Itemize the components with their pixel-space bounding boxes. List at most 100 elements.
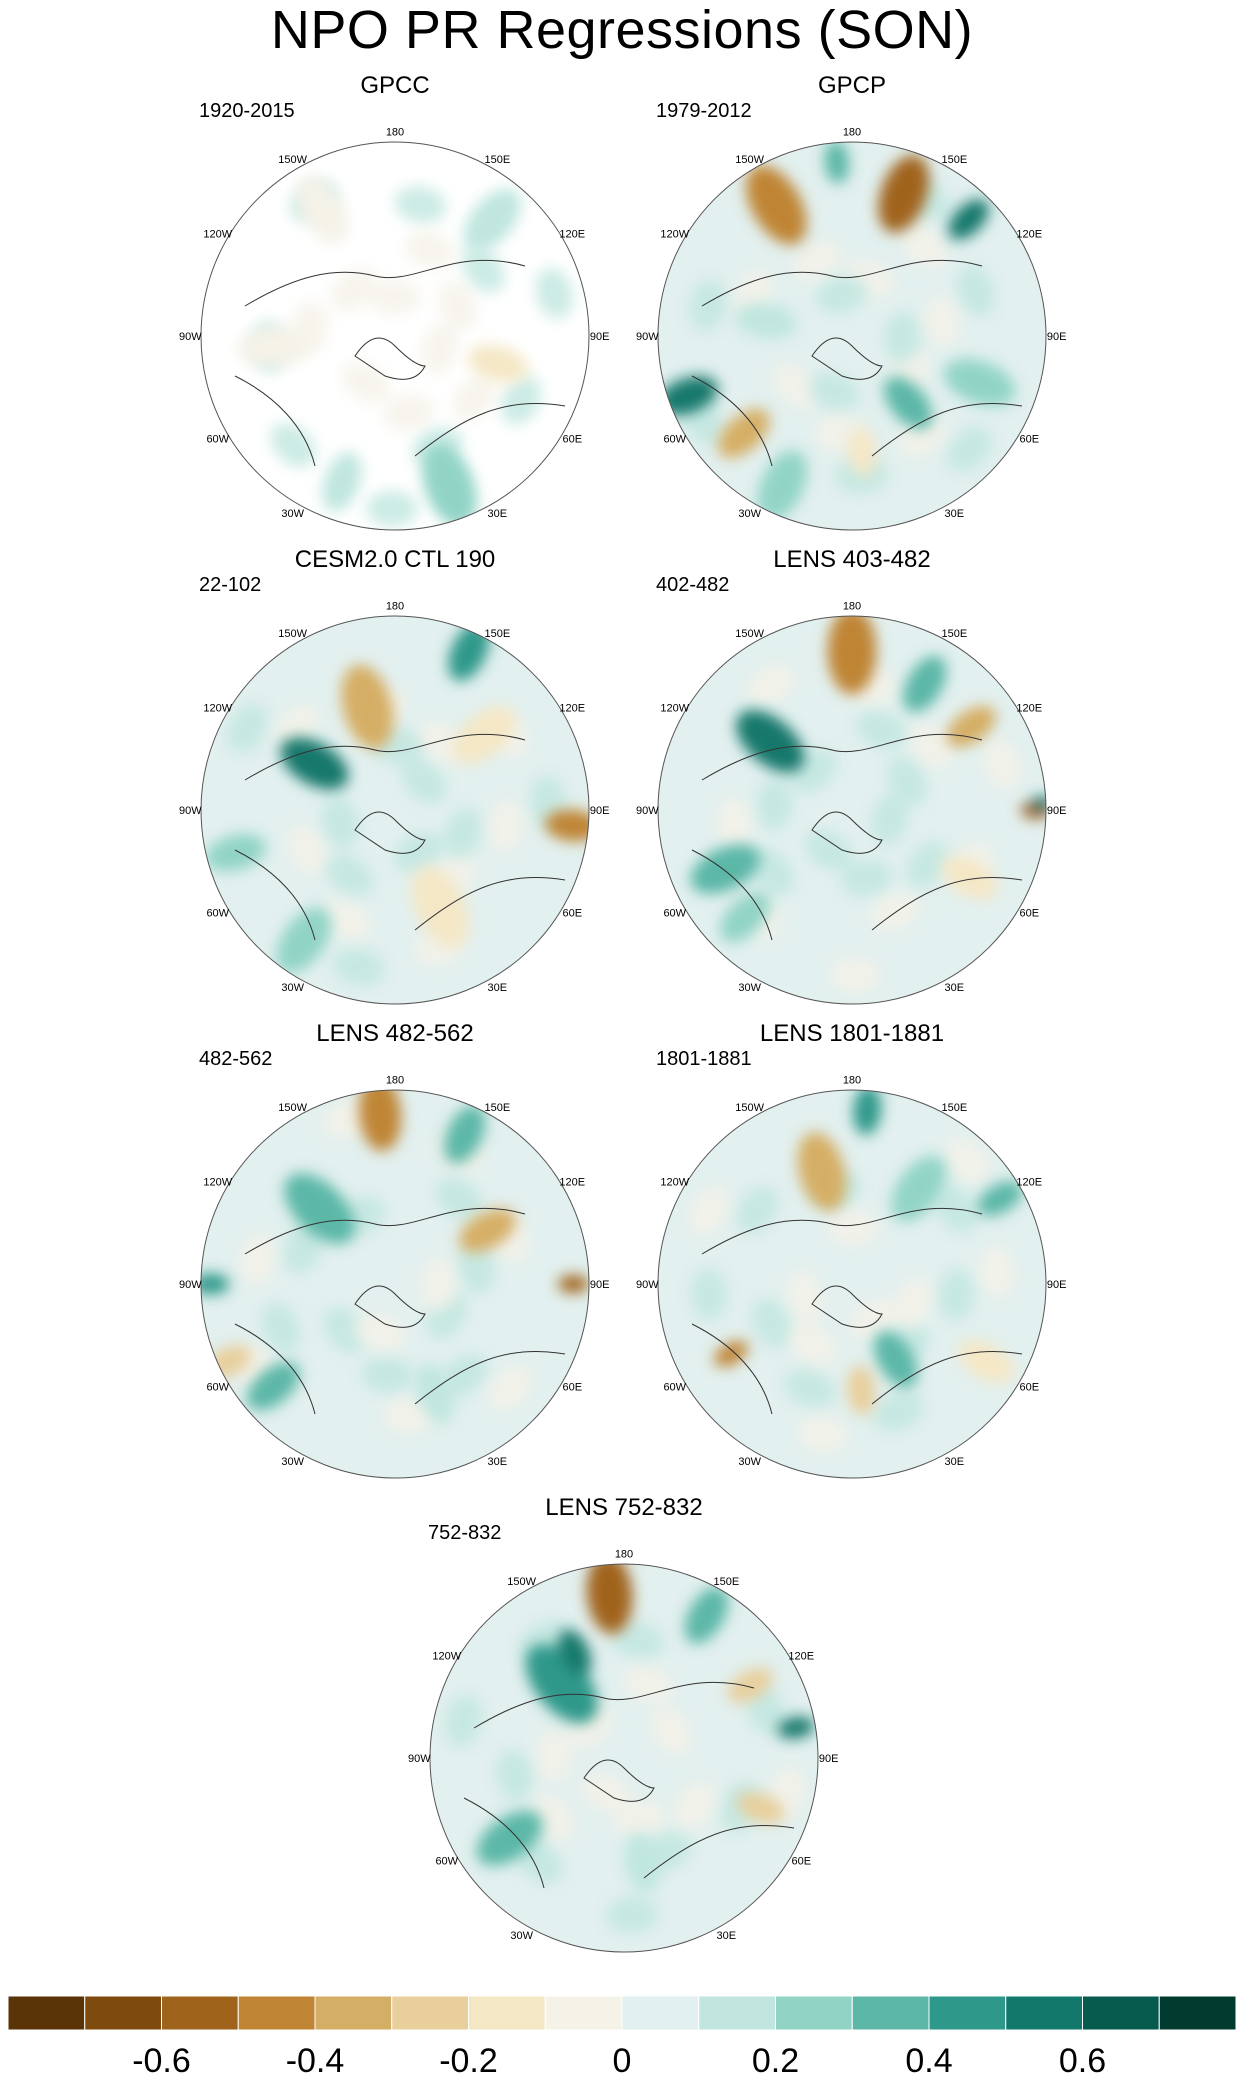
regression-anomaly <box>977 1181 1023 1216</box>
regression-anomaly <box>684 1586 729 1644</box>
longitude-label: 90E <box>1047 805 1067 817</box>
regression-anomaly <box>718 408 770 458</box>
coastline <box>234 259 566 467</box>
anomaly-patch <box>689 279 727 332</box>
longitude-label: 60W <box>206 907 229 919</box>
anomaly-patch <box>536 1729 573 1782</box>
longitude-label: 30W <box>510 1930 533 1942</box>
anomaly-patch <box>453 374 496 422</box>
colorbar-swatch <box>84 1996 162 2031</box>
panel-period: 1979-2012 <box>656 100 752 122</box>
longitude-label: 120E <box>559 229 585 241</box>
regression-anomaly <box>463 188 522 252</box>
longitude-label: 180 <box>386 126 404 138</box>
colorbar-swatch <box>775 1996 853 2031</box>
anomaly-patch <box>797 1416 849 1453</box>
anomaly-patch <box>816 276 868 314</box>
longitude-label: 30W <box>738 508 761 520</box>
anomaly-patch <box>394 832 443 873</box>
map-boundary <box>200 141 590 531</box>
regression-anomaly <box>276 907 332 974</box>
colorbar-tick-label: -0.4 <box>286 2042 345 2080</box>
anomaly-patch <box>944 1138 990 1183</box>
longitude-label: 150E <box>713 1576 739 1588</box>
anomaly-patch <box>938 1269 975 1321</box>
colorbar-tick-label: -0.6 <box>132 2042 191 2080</box>
anomaly-patch <box>227 703 268 753</box>
map-boundary <box>200 615 590 1005</box>
longitude-label: 90E <box>1047 1279 1067 1291</box>
longitude-label: 90W <box>408 1753 431 1765</box>
anomaly-patch <box>688 1186 729 1236</box>
panel-title: LENS 482-562 <box>316 1020 474 1047</box>
regression-anomaly <box>1029 796 1046 811</box>
anomaly-patch <box>462 246 505 293</box>
anomaly-patch <box>333 948 385 986</box>
anomaly-patch <box>786 1271 824 1323</box>
figure-title: NPO PR Regressions (SON) <box>270 0 974 60</box>
colorbar-svg: -0.6 -0.4 -0.2 0 0.2 0.4 0.6 <box>8 1996 1236 2080</box>
regression-anomaly <box>476 1810 543 1866</box>
longitude-label: 120W <box>203 1177 232 1189</box>
polar-map: 180150E120E90E60E30E030W60W90W120W150W <box>179 1074 609 1479</box>
longitude-label: 30E <box>945 508 965 520</box>
regression-anomaly <box>824 142 850 184</box>
anomaly-patch <box>622 1665 674 1704</box>
regression-anomaly <box>284 1173 355 1244</box>
anomaly-patch <box>900 225 948 269</box>
colorbar-swatch <box>8 1996 86 2031</box>
colorbar-swatch <box>237 1996 316 2031</box>
regression-anomaly <box>827 616 877 695</box>
longitude-label: 60E <box>562 1381 582 1393</box>
colorbar-tick-label: -0.2 <box>439 2042 498 2080</box>
anomaly-patch <box>983 738 1022 790</box>
anomaly-patch <box>886 756 927 806</box>
regression-anomaly <box>848 427 877 477</box>
regression-anomaly <box>246 1362 300 1411</box>
longitude-label: 60E <box>1019 907 1039 919</box>
regression-anomaly <box>452 706 516 765</box>
longitude-label: 90E <box>590 805 610 817</box>
longitude-label: 180 <box>386 1074 404 1086</box>
anomaly-patch <box>530 1794 575 1841</box>
anomaly-patch <box>323 1307 368 1353</box>
regression-anomaly <box>415 1363 455 1424</box>
longitude-label: 60W <box>663 1381 686 1393</box>
regression-anomaly <box>941 856 998 900</box>
regression-anomaly <box>853 1090 882 1135</box>
map-panel: 180150E120E90E60E30E030W60W90W120W150WLE… <box>404 1494 844 1954</box>
colorbar-swatch <box>1005 1996 1083 2031</box>
longitude-label: 150E <box>941 154 967 166</box>
anomaly-patch <box>804 830 853 871</box>
longitude-label: 120W <box>660 703 689 715</box>
regression-anomaly <box>719 891 771 943</box>
regression-anomaly <box>544 809 589 842</box>
anomaly-patch <box>286 824 326 875</box>
anomaly-patch <box>488 1365 533 1411</box>
anomaly-patch <box>355 1313 407 1352</box>
anomaly-patch <box>443 808 482 859</box>
longitude-label: 30E <box>488 1456 508 1468</box>
anomaly-patch <box>361 1356 414 1393</box>
anomaly-patch <box>321 797 359 849</box>
map-boundary <box>657 615 1047 1005</box>
panel-title: LENS 1801-1881 <box>759 1020 945 1047</box>
longitude-label: 60W <box>663 907 686 919</box>
map-panel: 180150E120E90E60E30E030W60W90W120W150WGP… <box>175 72 615 532</box>
map-boundary <box>200 1089 590 1479</box>
anomaly-patch <box>947 426 992 472</box>
longitude-label: 90W <box>179 331 202 343</box>
anomaly-patch <box>808 372 860 411</box>
colorbar: -0.6 -0.4 -0.2 0 0.2 0.4 0.6 <box>8 1996 1236 2082</box>
coastline <box>691 733 1023 941</box>
regression-anomaly <box>322 452 362 512</box>
longitude-label: 30W <box>281 508 304 520</box>
regression-anomaly <box>946 705 996 748</box>
longitude-label: 90E <box>590 331 610 343</box>
longitude-label: 150E <box>484 1102 510 1114</box>
anomaly-patch <box>612 1622 665 1659</box>
longitude-label: 60W <box>435 1855 458 1867</box>
regression-anomaly <box>727 1667 773 1703</box>
longitude-label: 60W <box>663 433 686 445</box>
anomaly-patch <box>444 1695 482 1747</box>
